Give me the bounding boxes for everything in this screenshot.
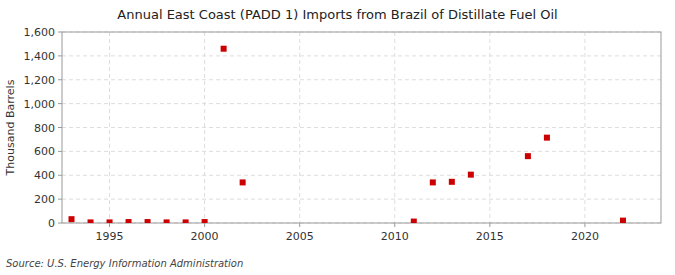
x-grid-line: [204, 32, 205, 223]
point: [468, 172, 474, 178]
x-tick: [394, 223, 395, 227]
chart: Annual East Coast (PADD 1) Imports from …: [0, 0, 675, 275]
x-tick: [584, 223, 585, 227]
point: [202, 219, 208, 223]
y-axis-label: Thousand Barrels: [4, 79, 17, 176]
x-tick-label: 2020: [571, 230, 599, 243]
y-grid-line: [62, 103, 661, 104]
x-grid-line: [489, 32, 490, 223]
y-tick: [58, 175, 62, 176]
point: [107, 219, 113, 223]
title: Annual East Coast (PADD 1) Imports from …: [117, 7, 557, 22]
point: [69, 216, 75, 222]
y-tick: [58, 127, 62, 128]
y-grid-line: [62, 199, 661, 200]
x-tick-label: 2005: [286, 230, 314, 243]
point: [164, 219, 170, 223]
point: [88, 219, 94, 223]
y-tick-label: 600: [34, 145, 55, 158]
point: [449, 179, 455, 185]
x-tick: [489, 223, 490, 227]
x-tick-label: 2015: [476, 230, 504, 243]
y-tick: [58, 32, 62, 33]
point: [544, 135, 550, 141]
y-tick: [58, 151, 62, 152]
x-tick-label: 2010: [381, 230, 409, 243]
point: [183, 219, 189, 223]
point: [411, 219, 417, 223]
y-tick-label: 1,000: [24, 98, 56, 111]
y-tick-label: 400: [34, 169, 55, 182]
y-tick-label: 0: [48, 217, 55, 230]
y-tick-label: 1,400: [24, 50, 56, 63]
y-grid-line: [62, 127, 661, 128]
y-axis: 0 200 400 600 800 1,000 1,200 1,400 1,600: [24, 26, 63, 230]
x-grid-line: [299, 32, 300, 223]
point: [525, 153, 531, 159]
y-grid-line: [62, 79, 661, 80]
y-tick-label: 1,200: [24, 74, 56, 87]
y-tick: [58, 55, 62, 56]
grid: [62, 32, 661, 223]
y-tick: [58, 103, 62, 104]
x-grid-line: [394, 32, 395, 223]
x-axis: 1995 2000 2005 2010 2015 2020: [96, 223, 599, 243]
source-note: Source: U.S. Energy Information Administ…: [6, 258, 243, 269]
x-tick: [109, 223, 110, 227]
y-grid-line: [62, 55, 661, 56]
y-tick: [58, 79, 62, 80]
point: [620, 218, 626, 223]
x-tick-label: 2000: [191, 230, 219, 243]
x-tick: [299, 223, 300, 227]
x-grid-line: [584, 32, 585, 223]
x-tick-label: 1995: [96, 230, 124, 243]
point: [240, 179, 246, 185]
y-tick: [58, 199, 62, 200]
x-tick: [204, 223, 205, 227]
y-grid-line: [62, 175, 661, 176]
points: [69, 46, 626, 223]
point: [145, 219, 151, 223]
plot-frame: [62, 32, 661, 223]
y-grid-line: [62, 151, 661, 152]
point: [430, 179, 436, 185]
y-tick-label: 1,600: [24, 26, 56, 39]
y-tick-label: 200: [34, 193, 55, 206]
y-tick: [58, 223, 62, 224]
point: [221, 46, 227, 52]
point: [126, 219, 132, 223]
x-grid-line: [109, 32, 110, 223]
y-tick-label: 800: [34, 122, 55, 135]
